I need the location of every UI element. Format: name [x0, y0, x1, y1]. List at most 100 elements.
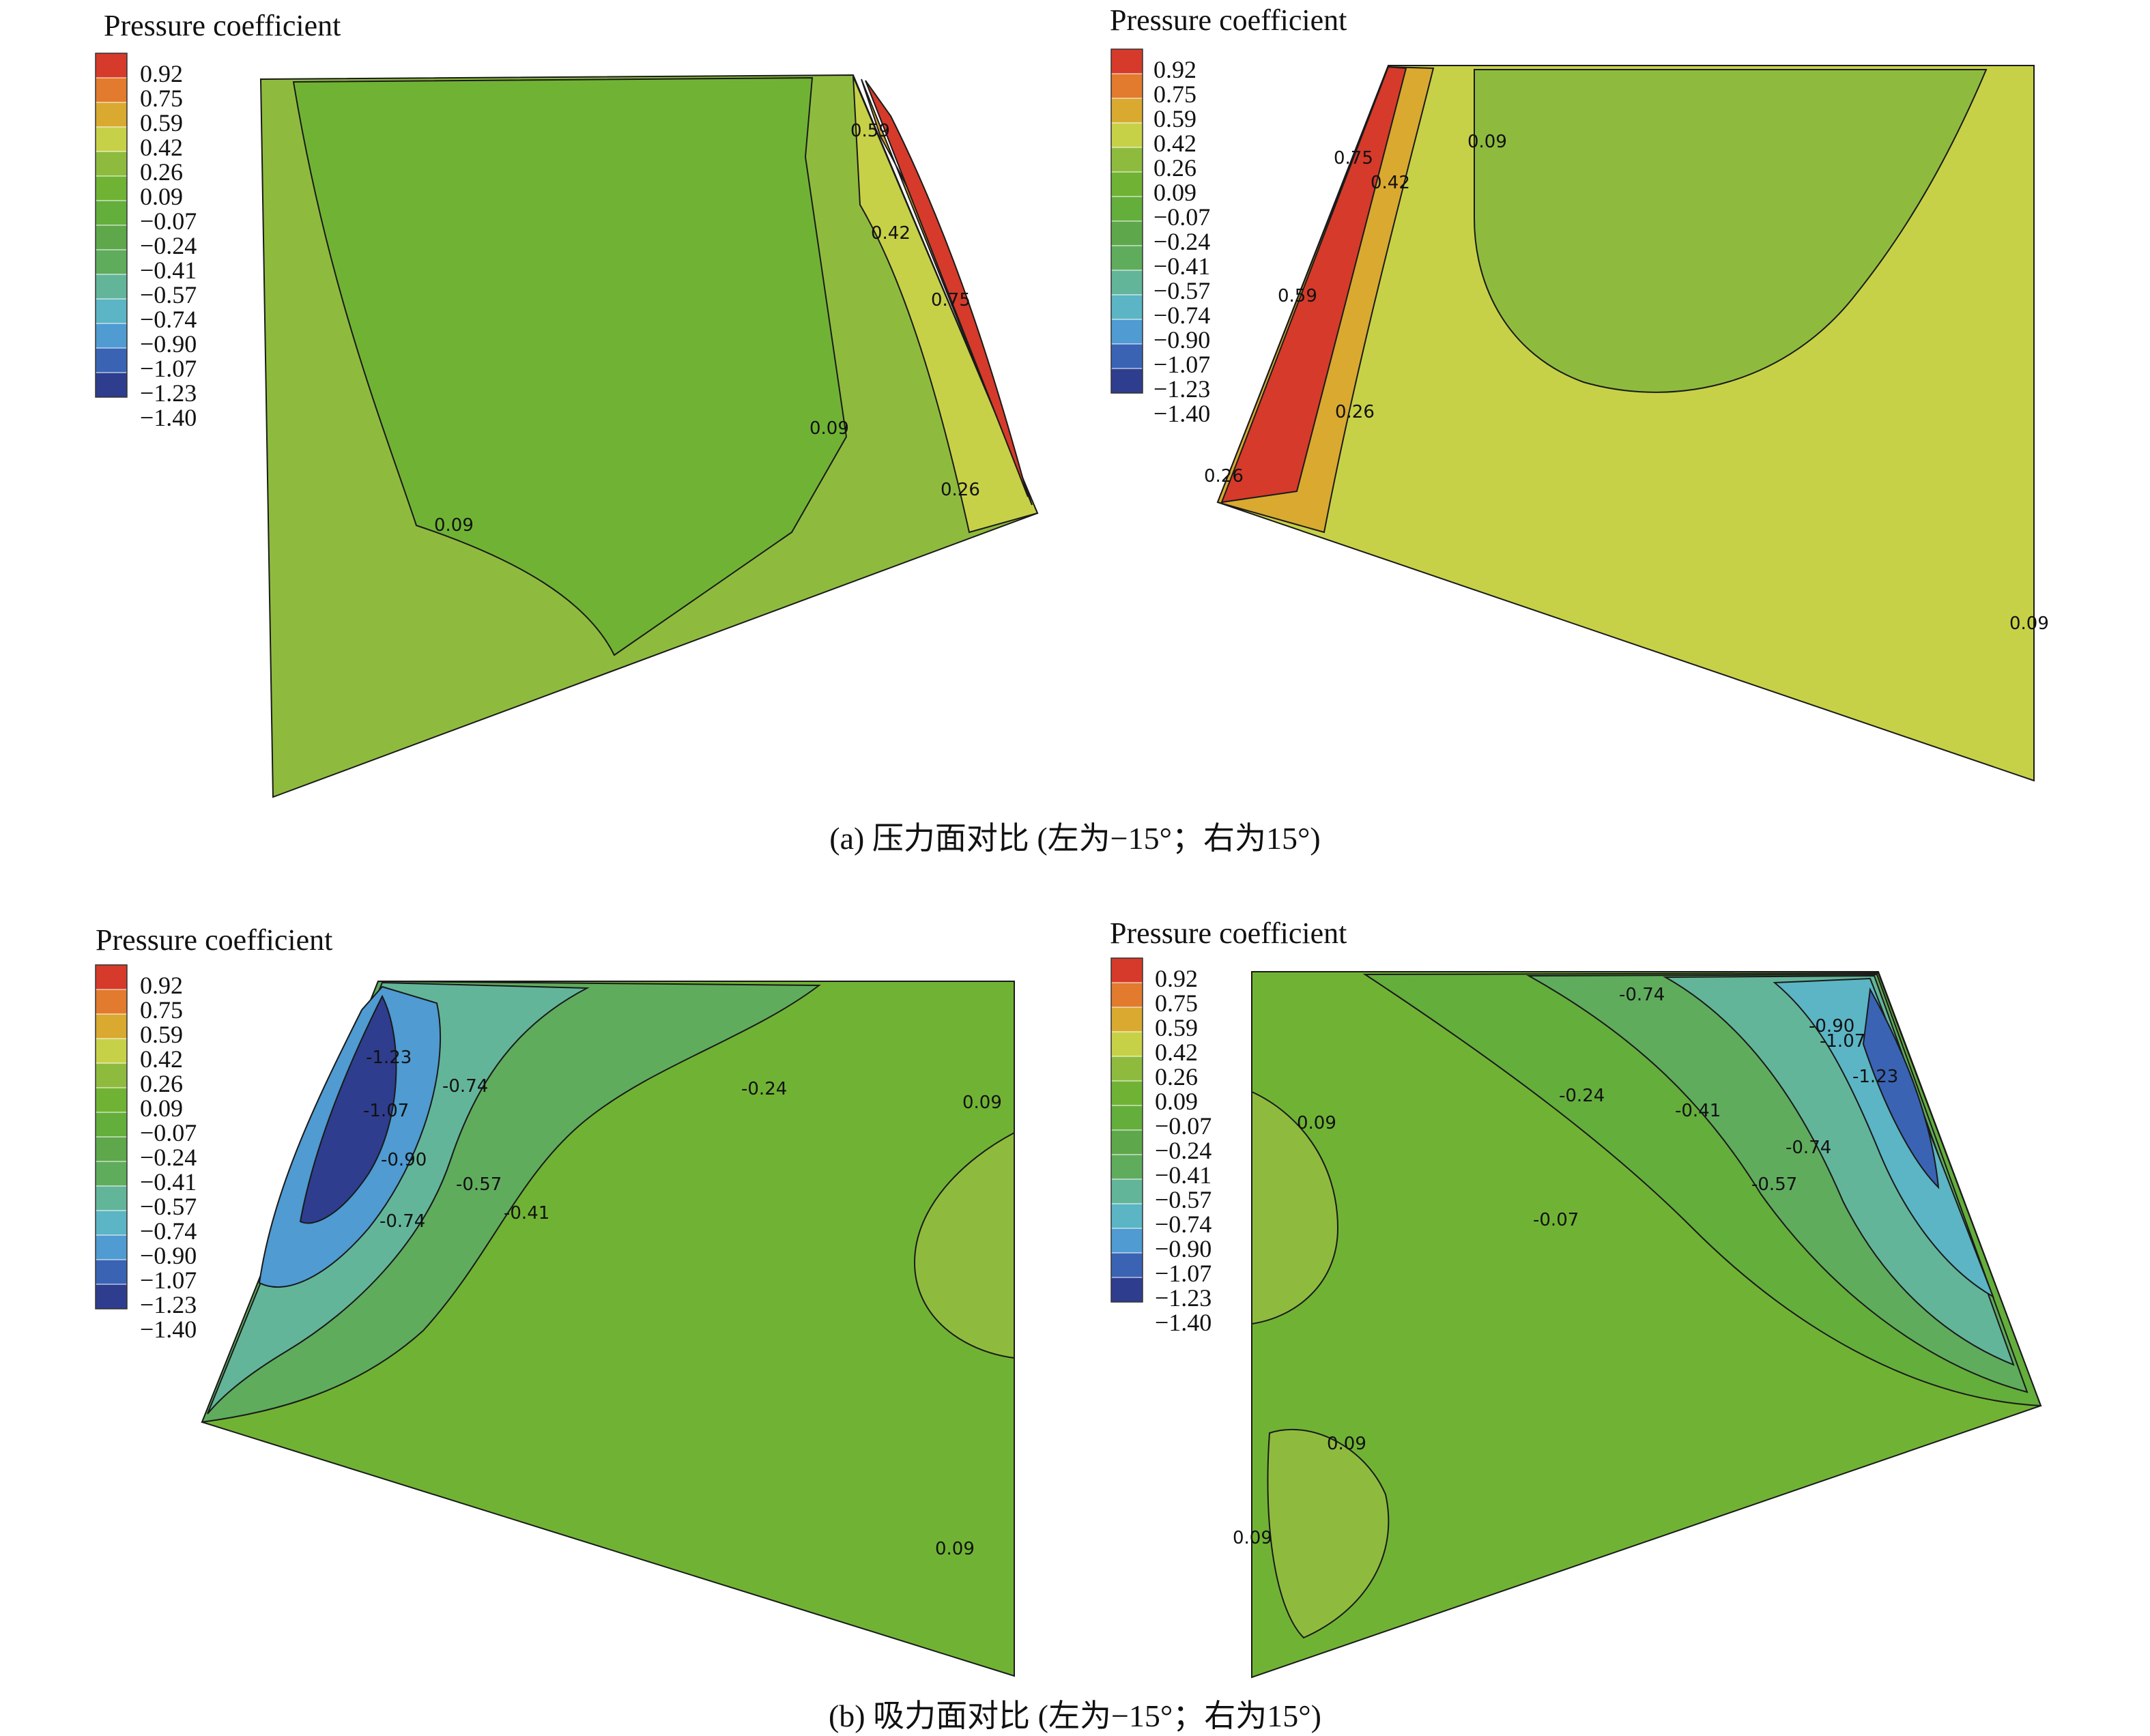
legend-tick-6: −0.07: [140, 1119, 197, 1146]
legend-swatch: [95, 77, 128, 103]
legend-tick-9: −0.57: [1155, 1186, 1212, 1213]
legend-swatch: [1110, 270, 1143, 295]
legend-tick-7: −0.24: [1155, 1137, 1212, 1164]
caption-a: (a) 压力面对比 (左为−15°；右为15°): [829, 821, 1321, 856]
legend-tick-0: 0.92: [140, 60, 183, 87]
legend-tick-7: −0.24: [1153, 228, 1210, 255]
legend-swatch: [95, 1259, 128, 1285]
legend-tick-14: −1.40: [1155, 1309, 1212, 1336]
legend-swatch: [95, 175, 128, 201]
contour-label: 0.09: [1233, 1528, 1272, 1548]
legend-swatch: [1110, 245, 1143, 271]
legend-title: Pressure coefficient: [1110, 916, 1347, 950]
contour-region: [299, 994, 397, 1224]
contour-label: 0.09: [962, 1093, 1002, 1113]
contour-region: [1862, 987, 1940, 1189]
legend-tick-13: −1.23: [1155, 1284, 1212, 1312]
legend-tick-11: −0.90: [1155, 1235, 1212, 1262]
legend-swatch: [95, 1112, 128, 1138]
contour-label: 0.26: [941, 480, 980, 500]
contour-label: -1.23: [1852, 1067, 1898, 1087]
legend-swatch: [1110, 1080, 1143, 1106]
legend-swatch: [1110, 122, 1143, 148]
legend-tick-5: 0.09: [140, 183, 183, 210]
legend-tick-0: 0.92: [1153, 56, 1196, 83]
contour-region: [865, 80, 1029, 497]
contour-label: -0.57: [456, 1174, 502, 1195]
contour-label: -1.23: [366, 1047, 412, 1068]
legend-tick-3: 0.42: [140, 134, 183, 161]
contour-plot-a-left: 0.59 0.42 0.75 0.09 0.26 0.09: [259, 74, 1039, 798]
panel-a-right: Pressure coefficient 0.92 0.75 0.59 0.42…: [1110, 3, 2049, 782]
contour-region: [1663, 974, 2015, 1366]
legend-swatch: [95, 347, 128, 373]
contour-label: 0.75: [1334, 148, 1373, 169]
contour-region: [1267, 1428, 1390, 1639]
legend-swatch: [95, 1062, 128, 1088]
contour-label: 0.09: [809, 418, 849, 439]
legend-swatch: [95, 274, 128, 300]
legend-swatch: [95, 323, 128, 349]
contour-label: 0.42: [871, 223, 911, 244]
contour-label: 0.26: [1335, 402, 1375, 422]
contour-label: -0.90: [381, 1150, 427, 1170]
contour-label: 0.09: [434, 515, 474, 536]
legend-tick-13: −1.23: [140, 379, 197, 407]
legend-swatch: [95, 151, 128, 177]
legend-tick-11: −0.90: [140, 1242, 197, 1269]
legend-tick-10: −0.74: [1153, 302, 1210, 329]
legend-swatch: [95, 1210, 128, 1236]
legend-swatch: [1110, 1129, 1143, 1155]
legend-tick-11: −0.90: [1153, 326, 1210, 353]
legend-a-left: Pressure coefficient 0.92 0.75 0.59 0.42…: [95, 9, 341, 431]
legend-tick-6: −0.07: [1155, 1112, 1212, 1140]
legend-tick-12: −1.07: [140, 355, 197, 382]
legend-swatch: [1110, 73, 1143, 99]
legend-tick-2: 0.59: [1155, 1014, 1198, 1041]
legend-tick-8: −0.41: [140, 1168, 197, 1196]
legend-tick-10: −0.74: [140, 306, 197, 333]
legend-tick-12: −1.07: [140, 1267, 197, 1294]
legend-tick-6: −0.07: [1153, 203, 1210, 231]
legend-tick-8: −0.41: [1155, 1161, 1212, 1189]
legend-tick-11: −0.90: [140, 330, 197, 358]
contour-plot-b-left: -1.23 -0.74 -1.07 -0.90 -0.57 -0.74 -0.4…: [201, 980, 1015, 1677]
legend-a-right: Pressure coefficient 0.92 0.75 0.59 0.42…: [1110, 3, 1347, 427]
legend-swatch: [1110, 1252, 1143, 1278]
legend-swatch: [1110, 196, 1143, 222]
contour-region: [292, 76, 848, 656]
legend-tick-10: −0.74: [1155, 1211, 1212, 1238]
legend-tick-14: −1.40: [140, 1316, 197, 1343]
contour-region: [1251, 1090, 1339, 1325]
legend-swatch: [95, 1185, 128, 1211]
legend-frame: [1110, 48, 1143, 394]
legend-title: Pressure coefficient: [104, 9, 341, 42]
legend-tick-1: 0.75: [1153, 81, 1196, 108]
panel-b-left: Pressure coefficient 0.92 0.75 0.59 0.42…: [95, 923, 1015, 1677]
legend-swatch: [95, 1136, 128, 1162]
legend-swatch: [95, 1161, 128, 1187]
contour-label: -0.74: [1619, 985, 1665, 1005]
contour-label: -0.24: [741, 1079, 787, 1099]
legend-tick-4: 0.26: [1155, 1063, 1198, 1090]
contour-label: 0.09: [2009, 613, 2049, 634]
contour-label: -0.57: [1751, 1174, 1797, 1195]
legend-tick-2: 0.59: [140, 109, 183, 136]
contour-region: [1474, 69, 1988, 393]
legend-swatch: [1110, 98, 1143, 124]
legend-b-left: Pressure coefficient 0.92 0.75 0.59 0.42…: [95, 923, 332, 1343]
legend-tick-14: −1.40: [140, 404, 197, 431]
legend-swatch: [1110, 1178, 1143, 1204]
contour-region: [852, 76, 1039, 534]
legend-tick-4: 0.26: [140, 1070, 183, 1097]
legend-swatch: [1110, 1277, 1143, 1303]
contour-label: -0.41: [504, 1203, 549, 1224]
legend-tick-1: 0.75: [140, 85, 183, 112]
legend-tick-5: 0.09: [140, 1095, 183, 1122]
panel-b-right: Pressure coefficient 0.92 0.75 0.59 0.42…: [1110, 916, 2042, 1679]
legend-tick-14: −1.40: [1153, 400, 1210, 427]
legend-swatch: [95, 989, 128, 1015]
contour-plot-b-right: -0.74 -0.90 -1.07 -1.23 0.09 -0.24 -0.41…: [1233, 971, 2042, 1679]
contour-label: -1.07: [363, 1101, 409, 1121]
legend-tick-9: −0.57: [140, 1193, 197, 1220]
